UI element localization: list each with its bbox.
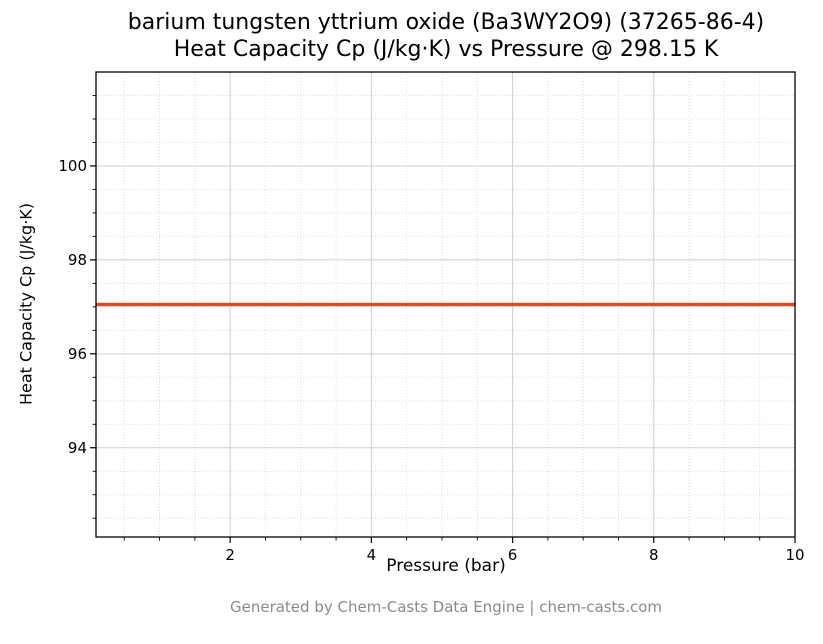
x-tick-label: 8 bbox=[649, 546, 659, 564]
plot-border bbox=[95, 71, 796, 538]
x-tick-label: 4 bbox=[367, 546, 377, 564]
y-tick-label: 94 bbox=[68, 439, 87, 457]
y-tick-label: 98 bbox=[68, 251, 87, 269]
y-axis-label: Heat Capacity Cp (J/kg·K) bbox=[16, 202, 36, 406]
chart-title-line2: Heat Capacity Cp (J/kg·K) vs Pressure @ … bbox=[173, 37, 719, 62]
footer-credit: Generated by Chem-Casts Data Engine | ch… bbox=[229, 598, 663, 616]
x-axis-label: Pressure (bar) bbox=[386, 556, 506, 576]
chart-title: barium tungsten yttrium oxide (Ba3WY2O9)… bbox=[128, 9, 764, 63]
x-tick-label: 2 bbox=[225, 546, 235, 564]
y-tick-label: 100 bbox=[58, 157, 87, 175]
chart-title-line1: barium tungsten yttrium oxide (Ba3WY2O9)… bbox=[127, 10, 765, 35]
x-tick-label: 10 bbox=[785, 546, 804, 564]
x-tick-label: 6 bbox=[508, 546, 518, 564]
y-tick-label: 96 bbox=[68, 345, 87, 363]
